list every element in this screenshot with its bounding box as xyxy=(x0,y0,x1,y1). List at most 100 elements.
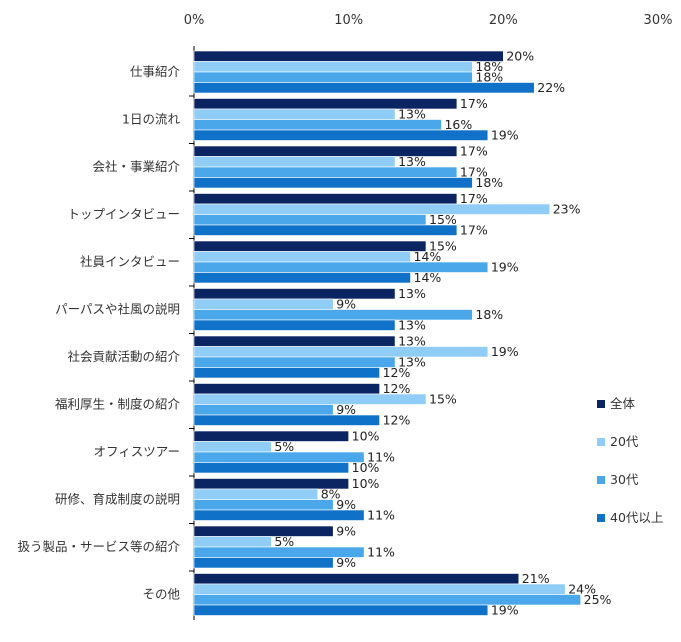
x-tick-label: 20% xyxy=(489,13,518,28)
data-label: 21% xyxy=(522,571,550,586)
data-label: 11% xyxy=(367,545,395,560)
bar xyxy=(193,583,566,595)
bar xyxy=(193,240,427,252)
bar xyxy=(193,604,489,616)
x-tick-label: 0% xyxy=(184,13,205,28)
data-label: 10% xyxy=(352,429,380,444)
bar xyxy=(193,61,473,73)
data-label: 18% xyxy=(475,59,503,74)
data-label: 12% xyxy=(383,365,411,380)
data-label: 13% xyxy=(398,286,426,301)
data-label: 19% xyxy=(491,344,519,359)
data-label: 9% xyxy=(336,524,356,539)
x-tick-label: 10% xyxy=(334,13,363,28)
bar xyxy=(193,441,272,453)
data-label: 19% xyxy=(491,603,519,618)
data-label: 13% xyxy=(398,154,426,169)
data-label: 18% xyxy=(475,175,503,190)
data-label: 14% xyxy=(414,270,442,285)
category-label: 社会貢献活動の紹介 xyxy=(67,349,180,364)
bar xyxy=(193,119,442,131)
data-label: 13% xyxy=(398,334,426,349)
bar xyxy=(193,177,473,189)
bar xyxy=(193,319,396,331)
data-label: 11% xyxy=(367,508,395,523)
data-label: 17% xyxy=(460,165,488,180)
bar xyxy=(193,383,380,395)
bar xyxy=(193,82,535,94)
category-label: オフィスツアー xyxy=(93,444,180,459)
bar xyxy=(193,536,272,548)
bar xyxy=(193,261,489,273)
bar xyxy=(193,298,334,310)
data-label: 17% xyxy=(460,144,488,159)
category-label: その他 xyxy=(142,587,180,602)
data-label: 5% xyxy=(274,534,294,549)
data-label: 18% xyxy=(475,307,503,322)
bar xyxy=(193,488,319,500)
data-label: 19% xyxy=(491,260,519,275)
data-label: 12% xyxy=(383,413,411,428)
data-label: 16% xyxy=(444,117,472,132)
bar xyxy=(193,573,520,585)
data-label: 17% xyxy=(460,223,488,238)
data-label: 17% xyxy=(460,191,488,206)
data-label: 13% xyxy=(398,318,426,333)
data-label: 13% xyxy=(398,107,426,122)
data-label: 22% xyxy=(537,80,565,95)
bar xyxy=(193,451,365,463)
data-label: 18% xyxy=(475,70,503,85)
category-label: トップインタビュー xyxy=(67,207,180,222)
data-label: 25% xyxy=(584,592,612,607)
bar xyxy=(193,203,551,215)
legend-swatch xyxy=(597,400,605,408)
data-label: 24% xyxy=(568,582,596,597)
legend-swatch xyxy=(597,514,605,522)
bar xyxy=(193,367,380,379)
legend-label: 全体 xyxy=(610,396,636,411)
category-label: 福利厚生・制度の紹介 xyxy=(55,397,181,412)
data-label: 13% xyxy=(398,355,426,370)
data-label: 20% xyxy=(506,49,534,64)
bar xyxy=(193,272,411,284)
bar xyxy=(193,156,396,168)
bar xyxy=(193,166,458,178)
category-label: 扱う製品・サービス等の紹介 xyxy=(17,539,180,554)
legend-swatch xyxy=(597,476,605,484)
data-label: 19% xyxy=(491,128,519,143)
bar xyxy=(193,404,334,416)
bar xyxy=(193,251,411,263)
bar xyxy=(193,414,380,426)
bar xyxy=(193,335,396,347)
legend-swatch xyxy=(597,438,605,446)
bar xyxy=(193,214,427,226)
bar xyxy=(193,594,581,606)
data-label: 23% xyxy=(553,202,581,217)
category-label: パーパスや社風の説明 xyxy=(55,302,180,317)
bar xyxy=(193,71,473,83)
data-label: 10% xyxy=(352,460,380,475)
x-tick-label: 30% xyxy=(644,13,673,28)
bar xyxy=(193,50,504,62)
data-label: 15% xyxy=(429,392,457,407)
data-label: 15% xyxy=(429,239,457,254)
bar xyxy=(193,462,349,474)
category-label: 1日の流れ xyxy=(122,112,180,127)
bar xyxy=(193,557,334,569)
category-label: 研修、育成制度の説明 xyxy=(55,492,180,507)
data-label: 10% xyxy=(352,476,380,491)
data-label: 9% xyxy=(336,497,356,512)
category-label: 仕事紹介 xyxy=(130,64,181,79)
bar xyxy=(193,193,458,205)
data-label: 8% xyxy=(321,487,341,502)
bar xyxy=(193,499,334,511)
data-label: 17% xyxy=(460,96,488,111)
bar xyxy=(193,224,458,236)
data-label: 15% xyxy=(429,212,457,227)
legend-label: 30代 xyxy=(610,472,639,487)
bar xyxy=(193,309,473,321)
bar xyxy=(193,393,427,405)
bar xyxy=(193,356,396,368)
bar xyxy=(193,525,334,537)
